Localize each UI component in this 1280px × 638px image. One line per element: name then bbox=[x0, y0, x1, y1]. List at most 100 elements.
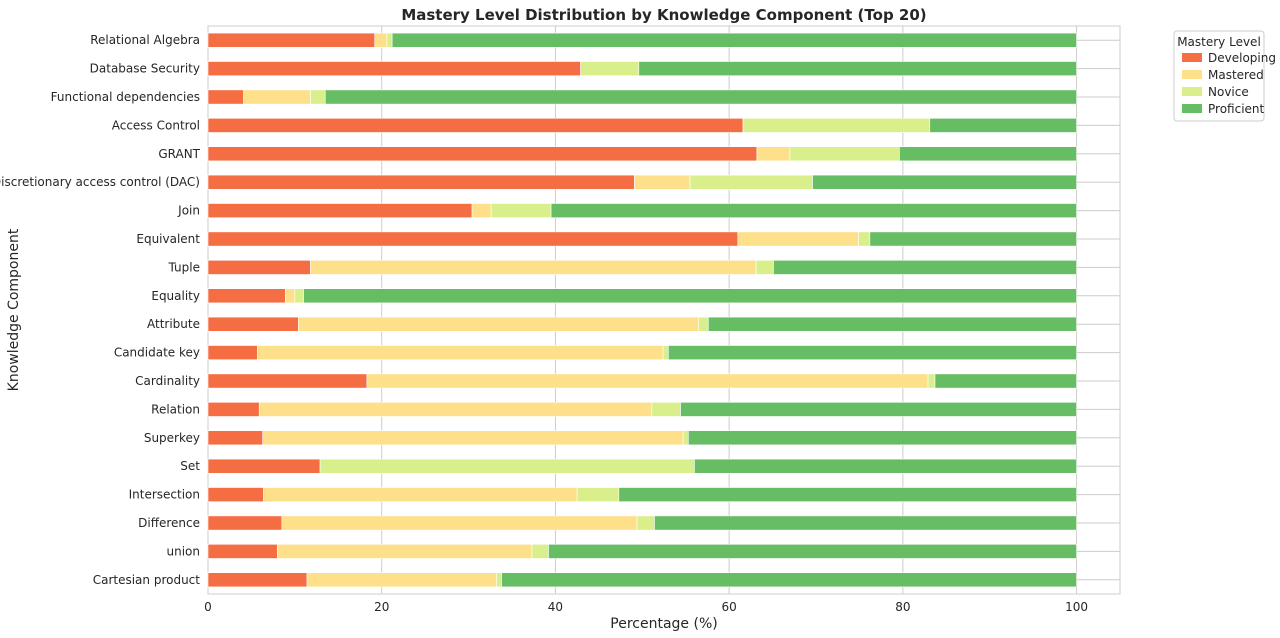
x-tick-label: 100 bbox=[1065, 600, 1088, 614]
bars bbox=[207, 32, 1077, 588]
y-tick-label: Relation bbox=[151, 402, 200, 416]
bar-segment-developing bbox=[207, 174, 635, 190]
bar-segment-proficient bbox=[303, 288, 1077, 304]
y-tick-label: Equality bbox=[151, 289, 200, 303]
bar-segment-proficient bbox=[899, 146, 1077, 162]
y-tick-label: Difference bbox=[138, 516, 200, 530]
y-tick-label: Discretionary access control (DAC) bbox=[0, 175, 200, 189]
bar-segment-proficient bbox=[501, 572, 1077, 588]
bar-segment-developing bbox=[207, 316, 299, 332]
legend-label-mastered: Mastered bbox=[1208, 68, 1264, 82]
bar-segment-proficient bbox=[548, 543, 1077, 559]
bar-segment-novice bbox=[789, 146, 900, 162]
bar-segment-developing bbox=[207, 543, 278, 559]
bar-segment-novice bbox=[682, 430, 689, 446]
bar-segment-proficient bbox=[812, 174, 1077, 190]
legend-title: Mastery Level bbox=[1177, 35, 1261, 49]
bar-segment-mastered bbox=[634, 174, 691, 190]
legend-items: Developing Mastered Novice Proficient bbox=[1182, 51, 1276, 116]
bar-segment-mastered bbox=[366, 373, 929, 389]
y-tick-label: Relational Algebra bbox=[90, 33, 200, 47]
legend-swatch-proficient bbox=[1182, 104, 1202, 113]
y-tick-label: Functional dependencies bbox=[51, 90, 200, 104]
bar-segment-developing bbox=[207, 345, 258, 360]
bar-segment-developing bbox=[207, 259, 311, 275]
bar-segment-mastered bbox=[277, 543, 533, 559]
y-tick-label: Database Security bbox=[90, 62, 200, 76]
legend-swatch-developing bbox=[1182, 53, 1202, 62]
bar-segment-novice bbox=[636, 515, 655, 531]
bar-segment-mastered bbox=[298, 316, 700, 332]
legend-label-novice: Novice bbox=[1208, 85, 1249, 99]
bar-segment-proficient bbox=[550, 203, 1077, 218]
bar-segment-mastered bbox=[258, 401, 653, 417]
bar-segment-novice bbox=[531, 543, 549, 559]
bar-segment-developing bbox=[207, 89, 244, 105]
bar-segment-developing bbox=[207, 487, 264, 502]
bar-segment-proficient bbox=[638, 61, 1077, 76]
y-tick-label: Equivalent bbox=[136, 232, 200, 246]
bar-segment-novice bbox=[662, 345, 669, 360]
x-tick-label: 20 bbox=[374, 600, 389, 614]
bar-segment-novice bbox=[742, 118, 931, 133]
bar-segment-mastered bbox=[285, 288, 296, 304]
bar-segment-developing bbox=[207, 146, 758, 162]
bar-segment-developing bbox=[207, 430, 264, 446]
bar-segment-mastered bbox=[306, 572, 497, 588]
y-tick-label: Cartesian product bbox=[93, 573, 201, 587]
bar-segment-proficient bbox=[688, 430, 1077, 446]
x-tick-label: 0 bbox=[204, 600, 212, 614]
bar-segment-proficient bbox=[680, 401, 1077, 417]
bar-segment-developing bbox=[207, 515, 283, 531]
bar-segment-proficient bbox=[929, 118, 1077, 133]
legend: Mastery Level Developing Mastered Novice Pr… bbox=[1173, 30, 1276, 122]
chart-title: Mastery Level Distribution by Knowledge … bbox=[401, 6, 926, 24]
bar-segment-novice bbox=[386, 32, 393, 48]
bar-segment-mastered bbox=[310, 259, 757, 275]
x-tick-labels: 0 20 40 60 80 100 bbox=[204, 600, 1088, 614]
y-tick-label: Candidate key bbox=[114, 346, 200, 360]
bar-segment-proficient bbox=[773, 259, 1077, 275]
bar-segment-novice bbox=[651, 401, 681, 417]
bar-segment-proficient bbox=[391, 32, 1077, 48]
bar-segment-developing bbox=[207, 32, 376, 48]
x-tick-label: 60 bbox=[722, 600, 737, 614]
bar-segment-mastered bbox=[756, 146, 791, 162]
bar-segment-developing bbox=[207, 203, 473, 218]
y-tick-label: Set bbox=[180, 459, 200, 473]
bar-segment-novice bbox=[319, 458, 695, 474]
bar-segment-developing bbox=[207, 401, 260, 417]
bar-segment-novice bbox=[490, 203, 552, 218]
bar-segment-proficient bbox=[869, 231, 1077, 247]
y-tick-label: Superkey bbox=[144, 431, 200, 445]
bar-segment-developing bbox=[207, 572, 308, 588]
bar-segment-mastered bbox=[374, 32, 388, 48]
bar-segment-novice bbox=[755, 259, 774, 275]
bar-segment-mastered bbox=[281, 515, 638, 531]
bar-segment-novice bbox=[927, 373, 936, 389]
y-tick-label: GRANT bbox=[158, 147, 200, 161]
bar-segment-mastered bbox=[243, 89, 311, 105]
x-tick-label: 80 bbox=[895, 600, 910, 614]
bar-segment-novice bbox=[294, 288, 304, 304]
y-tick-label: Intersection bbox=[129, 488, 200, 502]
bar-segment-developing bbox=[207, 373, 368, 389]
y-tick-labels: Relational Algebra Database Security Funct… bbox=[0, 33, 201, 587]
bar-segment-mastered bbox=[737, 231, 859, 247]
bar-segment-developing bbox=[207, 458, 321, 474]
y-axis-label: Knowledge Component bbox=[6, 228, 22, 391]
legend-swatch-mastered bbox=[1182, 70, 1202, 79]
bar-segment-novice bbox=[496, 572, 502, 588]
bar-segment-developing bbox=[207, 288, 286, 304]
bar-segment-mastered bbox=[262, 430, 684, 446]
bar-segment-proficient bbox=[934, 373, 1077, 389]
bar-segment-novice bbox=[580, 61, 640, 76]
bar-segment-proficient bbox=[618, 487, 1077, 502]
y-tick-label: Tuple bbox=[168, 260, 200, 274]
bar-segment-novice bbox=[310, 89, 326, 105]
bar-segment-mastered bbox=[471, 203, 492, 218]
y-tick-label: Cardinality bbox=[135, 374, 200, 388]
bar-segment-proficient bbox=[668, 345, 1077, 360]
bar-segment-developing bbox=[207, 61, 581, 76]
